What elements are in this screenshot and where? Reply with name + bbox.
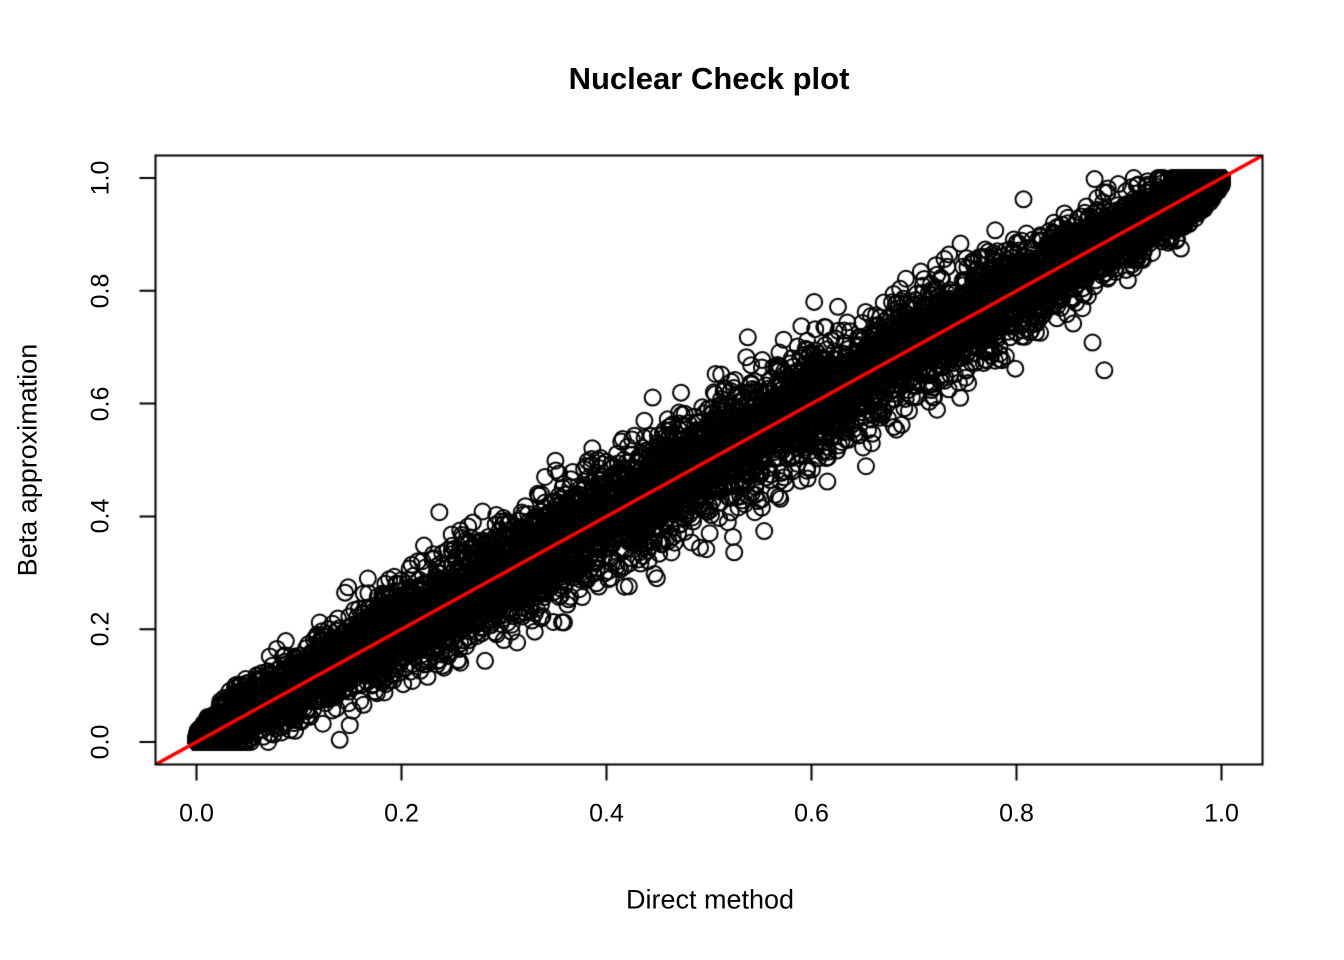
x-tick-label: 0.2 bbox=[384, 799, 419, 828]
x-tick-label: 0.0 bbox=[179, 799, 214, 828]
chart-title: Nuclear Check plot bbox=[568, 61, 850, 96]
x-tick-label: 1.0 bbox=[1204, 799, 1239, 828]
y-tick-label: 0.2 bbox=[86, 611, 115, 647]
x-tick-label: 0.4 bbox=[589, 799, 624, 828]
x-axis-label: Direct method bbox=[625, 884, 795, 915]
x-tick-label: 0.6 bbox=[794, 799, 829, 828]
y-tick-label: 0.6 bbox=[86, 386, 115, 421]
y-tick-label: 1.0 bbox=[86, 160, 115, 196]
y-tick-label: 0.8 bbox=[86, 273, 115, 309]
x-tick-label: 0.8 bbox=[999, 799, 1034, 828]
y-tick-label: 0.0 bbox=[86, 724, 115, 760]
y-tick-label: 0.4 bbox=[86, 498, 115, 534]
y-axis-label: Beta approximation bbox=[12, 343, 43, 577]
